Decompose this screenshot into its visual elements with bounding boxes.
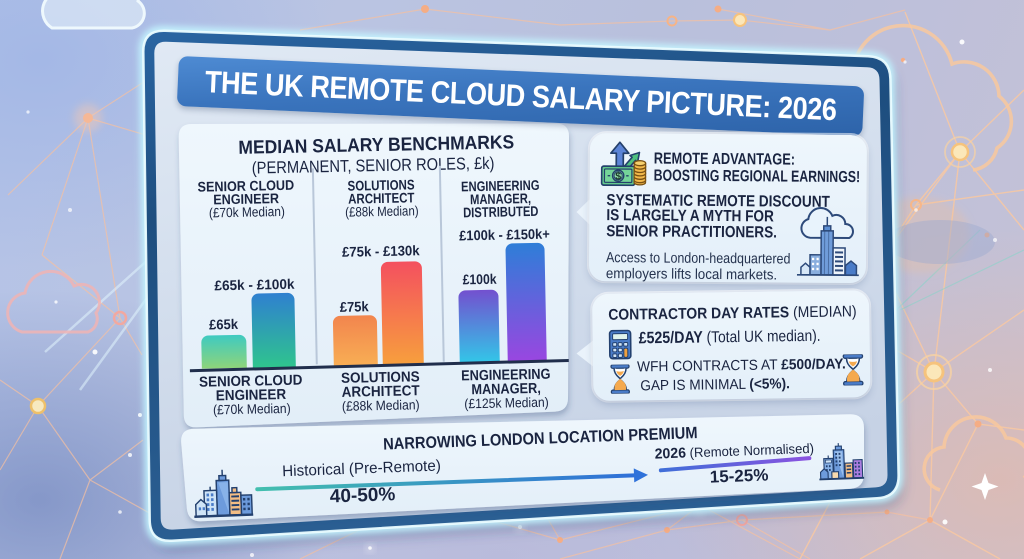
svg-text:$: $ [615, 170, 621, 182]
